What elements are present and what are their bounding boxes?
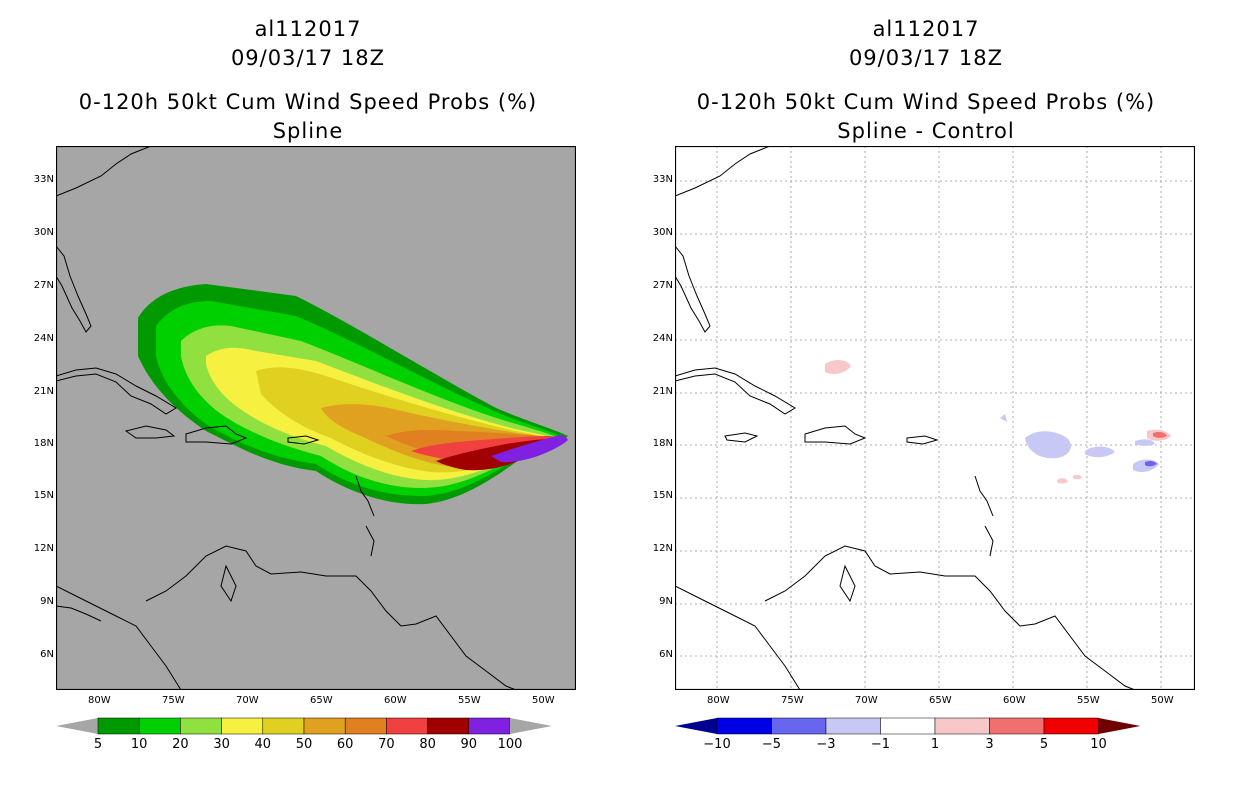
left-coastlines	[56, 146, 517, 690]
lat-label-right: 21N	[652, 386, 673, 397]
colorbar-segment	[262, 717, 305, 735]
left-colorbar-label: 40	[254, 737, 272, 752]
left-colorbar-label: 60	[336, 737, 354, 752]
right-colorbar	[675, 717, 1141, 735]
left-probability-swath	[138, 284, 568, 505]
colorbar-segment	[880, 717, 936, 735]
left-subtitle: Spline	[272, 119, 344, 143]
right-storm-id: al112017	[872, 17, 980, 41]
colorbar-segment	[716, 717, 772, 735]
lat-label-right: 24N	[652, 333, 673, 344]
colorbar-right-arrow	[1098, 718, 1141, 734]
lat-label-left: 9N	[40, 596, 54, 607]
colorbar-left-arrow	[675, 718, 717, 734]
lat-label-left: 27N	[33, 280, 54, 291]
lat-label-left: 15N	[33, 490, 54, 501]
lon-label-left: 75W	[162, 695, 185, 706]
colorbar-segment	[303, 717, 346, 735]
right-datetime: 09/03/17 18Z	[848, 46, 1004, 70]
left-colorbar-label: 80	[419, 737, 436, 752]
left-colorbar	[56, 717, 552, 735]
colorbar-segment	[97, 717, 140, 735]
colorbar-segment	[1043, 717, 1099, 735]
right-subtitle: Spline - Control	[837, 119, 1015, 143]
right-colorbar-label: −3	[816, 737, 836, 752]
colorbar-segment	[180, 717, 222, 735]
right-colorbar-label: −10	[703, 737, 731, 752]
left-colorbar-label: 90	[460, 737, 478, 752]
left-colorbar-label: 30	[213, 737, 230, 752]
colorbar-segment	[989, 717, 1045, 735]
right-difference-patches	[825, 360, 1171, 484]
lat-label-right: 30N	[652, 227, 673, 238]
lat-label-left: 30N	[33, 227, 54, 238]
left-colorbar-label: 10	[130, 737, 148, 752]
left-datetime: 09/03/17 18Z	[230, 46, 386, 70]
right-grid	[675, 146, 1195, 690]
right-colorbar-label: −1	[870, 737, 891, 752]
right-map	[675, 146, 1195, 690]
left-storm-id: al112017	[254, 17, 362, 41]
right-colorbar-label: 3	[985, 737, 994, 752]
lat-label-left: 33N	[33, 174, 54, 185]
lon-label-right: 70W	[855, 695, 878, 706]
right-map-ocean	[675, 146, 1195, 690]
left-colorbar-label: 70	[378, 737, 395, 752]
right-colorbar-label: −5	[761, 737, 782, 752]
colorbar-segment	[138, 717, 181, 735]
colorbar-segment	[468, 717, 511, 735]
colorbar-right-arrow	[510, 718, 552, 734]
lat-label-left: 12N	[33, 543, 54, 554]
left-product-title: 0-120h 50kt Cum Wind Speed Probs (%)	[78, 90, 538, 114]
right-colorbar-label: 1	[930, 737, 940, 752]
lat-label-right: 12N	[652, 543, 673, 554]
right-colorbar-label: 5	[1039, 737, 1049, 752]
colorbar-left-arrow	[56, 718, 98, 734]
left-colorbar-label: 100	[497, 737, 523, 752]
right-colorbar-label: 10	[1090, 737, 1107, 752]
lon-label-left: 65W	[310, 695, 333, 706]
lon-label-left: 50W	[532, 695, 555, 706]
colorbar-segment	[934, 717, 990, 735]
colorbar-segment	[386, 717, 428, 735]
left-colorbar-label: 5	[93, 737, 103, 752]
lon-label-left: 60W	[384, 695, 407, 706]
lat-label-left: 6N	[40, 649, 54, 660]
lat-label-right: 15N	[652, 490, 673, 501]
lat-label-left: 21N	[33, 386, 54, 397]
lon-label-right: 80W	[707, 695, 730, 706]
lon-label-right: 50W	[1151, 695, 1174, 706]
lat-label-left: 24N	[33, 333, 54, 344]
lat-label-right: 33N	[652, 174, 673, 185]
right-coastlines	[675, 146, 1136, 690]
colorbar-segment	[221, 717, 264, 735]
lat-label-right: 6N	[659, 649, 673, 660]
lon-label-right: 75W	[781, 695, 804, 706]
lon-label-left: 80W	[88, 695, 111, 706]
lon-label-right: 65W	[929, 695, 952, 706]
left-colorbar-label: 20	[172, 737, 189, 752]
right-product-title: 0-120h 50kt Cum Wind Speed Probs (%)	[696, 90, 1156, 114]
lon-label-left: 55W	[458, 695, 481, 706]
lon-label-right: 60W	[1003, 695, 1026, 706]
lon-label-right: 55W	[1077, 695, 1100, 706]
colorbar-segment	[427, 717, 470, 735]
left-map	[56, 146, 576, 690]
lat-label-right: 9N	[659, 596, 673, 607]
lat-label-right: 18N	[652, 438, 673, 449]
lat-label-right: 27N	[652, 280, 673, 291]
left-colorbar-label: 50	[295, 737, 313, 752]
lat-label-left: 18N	[33, 438, 54, 449]
colorbar-segment	[344, 717, 387, 735]
lon-label-left: 70W	[236, 695, 259, 706]
colorbar-segment	[825, 717, 881, 735]
colorbar-segment	[771, 717, 827, 735]
